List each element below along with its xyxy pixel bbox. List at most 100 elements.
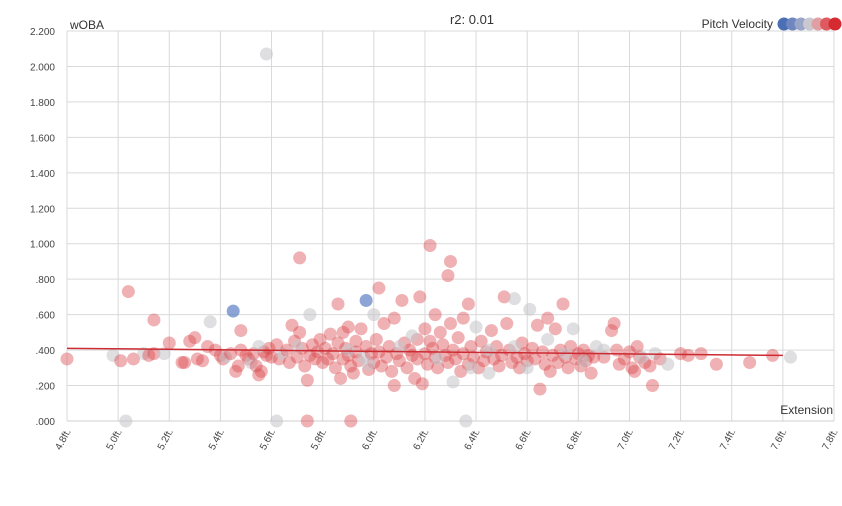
data-point[interactable] (106, 348, 120, 362)
data-point[interactable] (341, 343, 355, 357)
data-point[interactable] (380, 350, 394, 364)
data-point[interactable] (467, 350, 481, 364)
data-point[interactable] (121, 285, 135, 299)
data-point[interactable] (444, 254, 457, 268)
data-point[interactable] (183, 334, 197, 348)
data-point[interactable] (518, 347, 532, 361)
data-point[interactable] (305, 338, 319, 352)
data-point[interactable] (252, 368, 266, 382)
data-point[interactable] (359, 293, 373, 307)
data-point[interactable] (681, 348, 695, 362)
data-point[interactable] (451, 331, 465, 345)
data-point[interactable] (190, 352, 204, 366)
data-point[interactable] (510, 350, 524, 364)
data-point[interactable] (346, 366, 360, 380)
data-point[interactable] (321, 352, 335, 366)
data-point[interactable] (157, 347, 171, 361)
data-point[interactable] (331, 336, 345, 350)
data-point[interactable] (349, 334, 363, 348)
data-point[interactable] (541, 332, 555, 346)
data-point[interactable] (293, 251, 307, 265)
data-point[interactable] (137, 347, 151, 361)
legend[interactable]: Pitch Velocity (702, 17, 842, 31)
data-point[interactable] (528, 352, 542, 366)
data-point[interactable] (385, 364, 399, 378)
data-point[interactable] (387, 379, 401, 393)
data-point[interactable] (408, 371, 422, 385)
data-point[interactable] (282, 356, 296, 369)
data-point[interactable] (259, 47, 273, 61)
data-point[interactable] (484, 324, 498, 338)
data-point[interactable] (551, 356, 565, 369)
data-point[interactable] (313, 332, 327, 346)
data-point[interactable] (566, 322, 580, 336)
data-point[interactable] (331, 297, 345, 311)
data-point[interactable] (60, 352, 74, 366)
data-point[interactable] (635, 350, 649, 364)
data-point[interactable] (311, 345, 325, 359)
data-point[interactable] (449, 352, 463, 366)
data-point[interactable] (231, 359, 245, 373)
data-point[interactable] (142, 348, 156, 362)
data-point[interactable] (625, 361, 639, 375)
data-point[interactable] (293, 325, 307, 339)
data-point[interactable] (543, 364, 557, 378)
data-point[interactable] (507, 292, 521, 306)
data-point[interactable] (334, 371, 348, 385)
data-point[interactable] (643, 359, 657, 373)
data-point[interactable] (530, 318, 544, 332)
data-point[interactable] (538, 357, 552, 371)
data-point[interactable] (459, 414, 473, 428)
data-point[interactable] (395, 293, 409, 307)
data-point[interactable] (469, 320, 483, 334)
data-point[interactable] (400, 361, 414, 375)
data-point[interactable] (114, 354, 128, 368)
data-point[interactable] (433, 325, 447, 339)
data-point[interactable] (175, 356, 189, 369)
data-point[interactable] (229, 364, 243, 378)
data-point[interactable] (694, 347, 708, 361)
data-point[interactable] (249, 359, 263, 373)
data-point[interactable] (244, 356, 258, 369)
data-point[interactable] (413, 290, 427, 304)
data-point[interactable] (162, 336, 176, 350)
data-point[interactable] (328, 361, 342, 375)
data-point[interactable] (336, 325, 350, 339)
data-point[interactable] (405, 329, 419, 343)
data-point[interactable] (359, 340, 373, 354)
data-point[interactable] (464, 340, 478, 354)
data-point[interactable] (270, 414, 284, 428)
data-point[interactable] (147, 313, 161, 327)
data-point[interactable] (392, 340, 406, 354)
data-point[interactable] (743, 356, 757, 369)
data-point[interactable] (290, 340, 304, 354)
data-point[interactable] (456, 311, 470, 325)
data-point[interactable] (316, 356, 330, 369)
data-point[interactable] (308, 352, 322, 366)
data-point[interactable] (617, 352, 631, 366)
data-point[interactable] (497, 290, 511, 304)
data-point[interactable] (219, 350, 233, 364)
data-point[interactable] (492, 359, 506, 373)
data-point[interactable] (584, 366, 598, 380)
data-point[interactable] (234, 324, 248, 338)
data-point[interactable] (461, 297, 475, 311)
data-point[interactable] (597, 343, 611, 357)
data-point[interactable] (354, 322, 368, 336)
data-point[interactable] (454, 364, 468, 378)
data-point[interactable] (446, 375, 460, 389)
data-point[interactable] (661, 357, 675, 371)
data-point[interactable] (456, 347, 470, 361)
data-point[interactable] (196, 354, 210, 368)
data-point[interactable] (387, 311, 401, 325)
data-point[interactable] (262, 341, 276, 355)
data-point[interactable] (423, 239, 437, 252)
data-point[interactable] (477, 354, 491, 368)
data-point[interactable] (410, 352, 424, 366)
data-point[interactable] (784, 350, 798, 364)
data-point[interactable] (364, 347, 378, 361)
data-point[interactable] (500, 317, 514, 330)
data-point[interactable] (362, 357, 376, 371)
data-point[interactable] (119, 414, 133, 428)
data-point[interactable] (436, 338, 450, 352)
